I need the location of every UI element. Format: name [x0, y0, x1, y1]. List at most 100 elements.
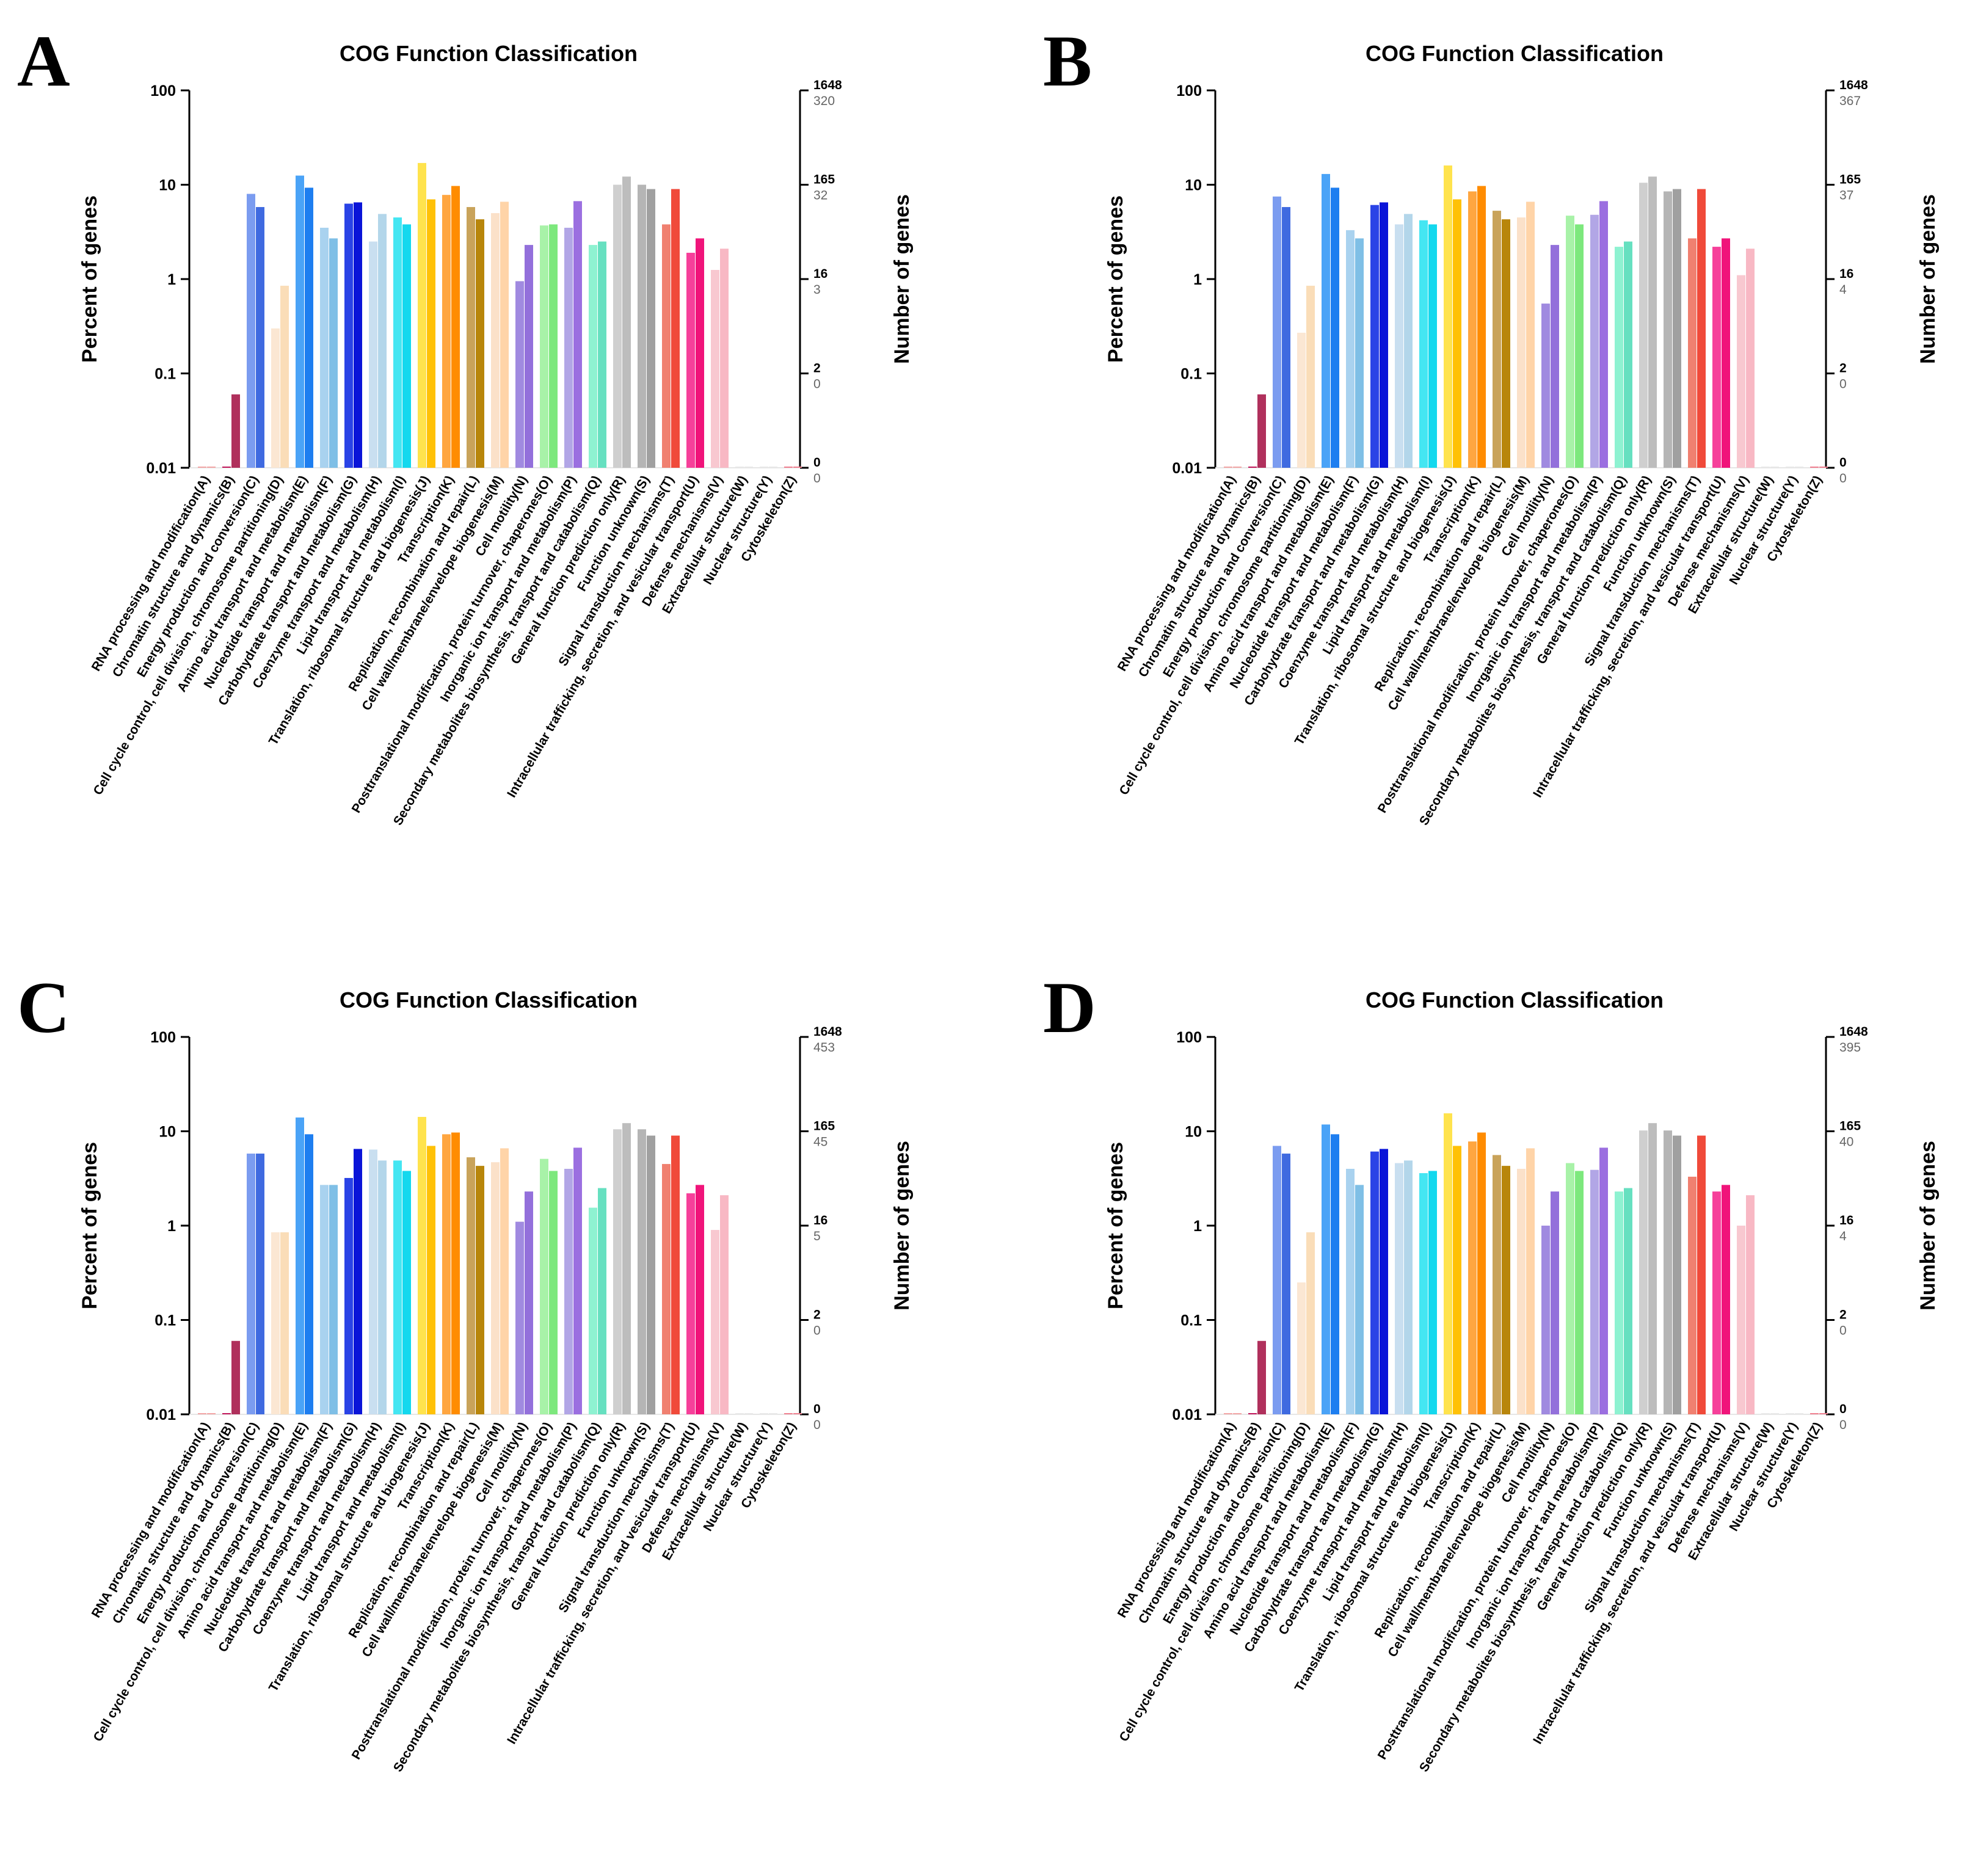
y-tick-label-left: 0.1: [1180, 1312, 1202, 1329]
bar-all-empty: [1770, 1413, 1779, 1414]
bar-sample: [686, 1193, 695, 1414]
bar-all: [1380, 1149, 1388, 1414]
bar-all: [720, 1195, 729, 1414]
y-tick-label-right-total: 0: [1839, 456, 1847, 470]
bar-all-empty: [1819, 467, 1828, 468]
chart-title: COG Function Classification: [1366, 987, 1664, 1013]
y-tick-label-right-total: 1648: [813, 1025, 842, 1039]
chart-title: COG Function Classification: [1366, 41, 1664, 66]
y-tick-label-right-sample: 4: [1839, 283, 1847, 297]
bar-sample: [1419, 220, 1428, 468]
bar-all: [1355, 1185, 1364, 1414]
y-axis-title-left: Percent of genes: [78, 1142, 101, 1309]
y-tick-label-left: 0.1: [155, 366, 176, 383]
y-tick-label-right-sample: 0: [1839, 377, 1847, 391]
bar-sample-empty: [760, 1413, 768, 1414]
y-axis-title-left: Percent of genes: [78, 195, 101, 363]
bar-sample: [296, 175, 304, 468]
y-tick-label-right-total: 165: [813, 173, 835, 187]
bar-sample: [1273, 1146, 1281, 1414]
bar-sample: [1737, 275, 1745, 468]
bar-sample-empty: [1810, 1413, 1819, 1414]
y-tick-label-right-total: 165: [1839, 173, 1861, 187]
bar-all: [1673, 1135, 1681, 1414]
bar-all: [500, 202, 509, 468]
y-axis-title-right: Number of genes: [890, 1141, 914, 1311]
y-tick-label-right-total: 2: [813, 1308, 821, 1322]
bar-sample: [1395, 1163, 1403, 1414]
y-tick-label-left: 100: [1176, 82, 1202, 100]
bar-sample-empty: [1786, 467, 1794, 468]
bar-sample-empty: [1810, 467, 1819, 468]
bar-all: [598, 241, 606, 468]
bar-all: [1526, 1148, 1535, 1414]
y-tick-label-left: 0.01: [1172, 460, 1202, 477]
bar-sample-empty: [760, 467, 768, 468]
bar-all: [280, 1232, 289, 1414]
bar-all: [696, 238, 704, 468]
bar-all-empty: [207, 1413, 216, 1414]
bar-all: [1404, 1160, 1413, 1414]
bar-all-empty: [769, 467, 777, 468]
bar-sample: [344, 1177, 353, 1414]
bar-sample: [344, 203, 353, 468]
y-tick-label-right-total: 2: [1839, 362, 1847, 376]
bar-all: [1746, 1195, 1755, 1414]
bar-sample: [1370, 205, 1379, 468]
bar-sample: [418, 1116, 426, 1414]
bar-all-empty: [1233, 1413, 1242, 1414]
bar-all: [1257, 394, 1266, 468]
bar-all: [647, 189, 655, 468]
bar-sample: [1468, 191, 1477, 468]
y-tick-label-right-total: 2: [813, 362, 821, 376]
bar-all: [1624, 241, 1632, 468]
bar-sample: [1517, 1168, 1526, 1414]
bar-sample-empty: [1248, 1413, 1257, 1414]
y-tick-label-right-sample: 0: [813, 377, 821, 391]
y-tick-label-right-sample: 4: [1839, 1229, 1847, 1243]
bar-all: [256, 1154, 264, 1414]
y-tick-label-right-sample: 0: [813, 471, 821, 485]
bar-sample: [1322, 173, 1330, 468]
bar-all: [1575, 1171, 1584, 1414]
bar-all: [1404, 214, 1413, 468]
bar-all: [1428, 224, 1437, 468]
y-tick-label-right-total: 1648: [1839, 78, 1868, 92]
y-tick-label-right-sample: 320: [813, 94, 835, 108]
bar-sample: [467, 1157, 475, 1414]
y-tick-label-right-sample: 5: [813, 1229, 821, 1243]
bar-all: [1257, 1340, 1266, 1414]
y-tick-label-right-sample: 45: [813, 1135, 827, 1149]
bar-sample: [369, 1149, 377, 1414]
y-tick-label-right-total: 16: [1839, 1213, 1853, 1227]
y-tick-label-right-sample: 395: [1839, 1041, 1861, 1055]
bar-sample: [296, 1117, 304, 1414]
y-tick-label-left: 0.1: [1180, 366, 1202, 383]
bar-all: [1306, 285, 1315, 468]
y-tick-label-left: 100: [150, 82, 176, 100]
y-tick-label-right-sample: 32: [813, 189, 827, 203]
bar-sample-empty: [735, 467, 744, 468]
bar-all: [1648, 176, 1657, 468]
y-tick-label-right-sample: 453: [813, 1041, 835, 1055]
bar-all: [1624, 1188, 1632, 1414]
bar-sample-empty: [1761, 1413, 1770, 1414]
bar-all: [1551, 245, 1559, 468]
bar-sample: [1444, 165, 1452, 468]
y-tick-label-right-sample: 3: [813, 283, 821, 297]
bar-sample: [1297, 1282, 1306, 1414]
bar-sample-empty: [1786, 1413, 1794, 1414]
bar-sample: [1590, 1169, 1599, 1414]
y-tick-label-left: 0.1: [155, 1312, 176, 1329]
y-tick-label-right-total: 0: [1839, 1402, 1847, 1416]
bar-all: [378, 214, 387, 468]
y-tick-label-left: 10: [159, 1124, 176, 1141]
bar-all: [598, 1188, 606, 1414]
y-tick-label-right-total: 1648: [813, 78, 842, 92]
bar-sample: [1590, 214, 1599, 468]
bar-all: [354, 1149, 362, 1414]
chart-title: COG Function Classification: [340, 41, 638, 66]
bar-all: [671, 1135, 680, 1414]
bar-all: [1331, 1134, 1339, 1414]
